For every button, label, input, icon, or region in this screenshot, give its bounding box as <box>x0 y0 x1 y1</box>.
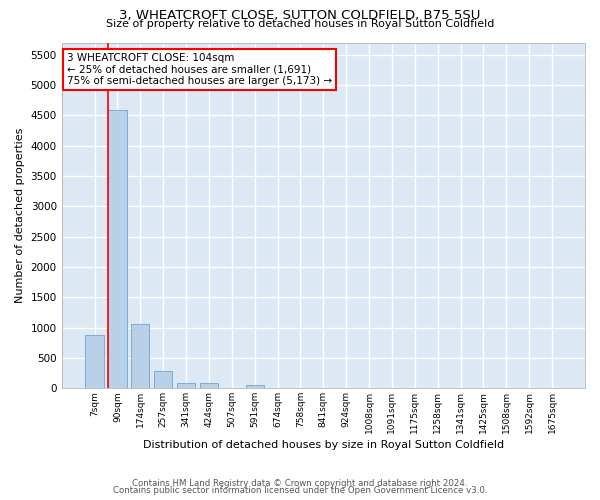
Bar <box>200 383 218 388</box>
Y-axis label: Number of detached properties: Number of detached properties <box>15 128 25 303</box>
X-axis label: Distribution of detached houses by size in Royal Sutton Coldfield: Distribution of detached houses by size … <box>143 440 504 450</box>
Bar <box>245 385 264 388</box>
Bar <box>109 110 127 388</box>
Text: 3, WHEATCROFT CLOSE, SUTTON COLDFIELD, B75 5SU: 3, WHEATCROFT CLOSE, SUTTON COLDFIELD, B… <box>119 9 481 22</box>
Bar <box>154 370 172 388</box>
Text: 3 WHEATCROFT CLOSE: 104sqm
← 25% of detached houses are smaller (1,691)
75% of s: 3 WHEATCROFT CLOSE: 104sqm ← 25% of deta… <box>67 53 332 86</box>
Text: Contains public sector information licensed under the Open Government Licence v3: Contains public sector information licen… <box>113 486 487 495</box>
Bar <box>177 382 195 388</box>
Text: Contains HM Land Registry data © Crown copyright and database right 2024.: Contains HM Land Registry data © Crown c… <box>132 479 468 488</box>
Bar <box>85 335 104 388</box>
Text: Size of property relative to detached houses in Royal Sutton Coldfield: Size of property relative to detached ho… <box>106 19 494 29</box>
Bar <box>131 324 149 388</box>
